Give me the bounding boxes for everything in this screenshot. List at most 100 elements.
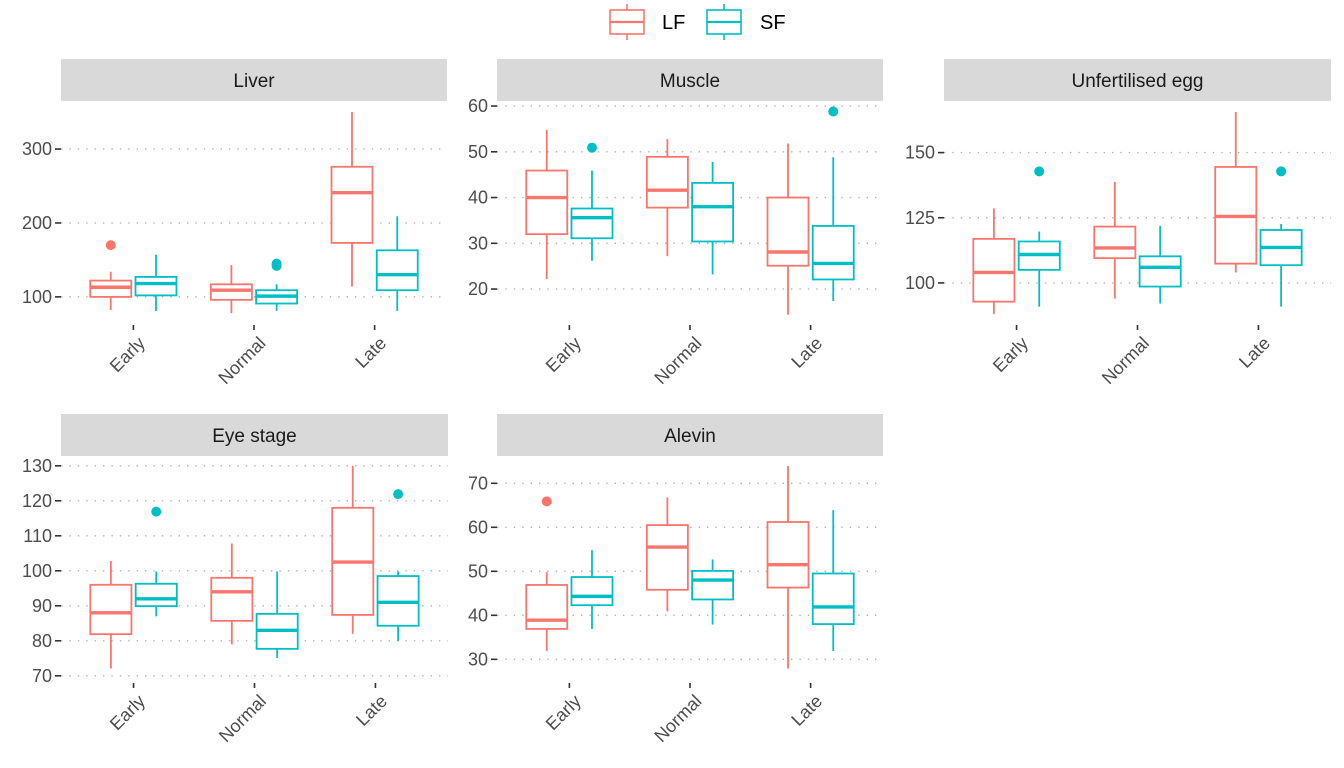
legend: LF SF [609,4,786,40]
box-sf-early [134,254,178,311]
legend-label-lf: LF [662,12,685,34]
x-tick-label: Normal [650,333,705,388]
panel-muscle: Muscle 20 30 40 50 60 Early Normal Late [468,59,883,388]
y-tick-label: 80 [32,631,52,651]
box-iqr [209,283,253,301]
box-iqr [525,584,569,630]
facet-strip [61,59,447,101]
box-iqr [1093,225,1137,260]
outlier-point [393,489,404,500]
box-sf-normal [691,161,735,275]
y-tick-label: 200 [22,213,52,233]
x-tick-label: Late [351,333,390,372]
y-tick-label: 30 [468,649,488,669]
box-iqr [766,196,810,267]
y-tick-label: 70 [468,473,488,493]
box-iqr [811,572,855,626]
box-iqr [134,582,178,608]
box-iqr [766,521,810,589]
facet-strip [944,59,1331,101]
box-iqr [691,569,735,601]
y-tick-label: 30 [468,233,488,253]
y-tick-label: 120 [22,491,52,511]
box-lf-normal [645,497,689,612]
facet-strip-label: Muscle [660,71,720,92]
y-tick-label: 100 [22,287,52,307]
box-iqr [570,576,614,607]
box-sf-normal [691,559,735,625]
x-tick-label: Late [1235,333,1274,372]
box-sf-early [134,506,178,617]
box-sf-early [1017,166,1061,307]
y-tick-label: 40 [468,188,488,208]
box-iqr [210,576,254,622]
x-tick-label: Normal [650,691,705,746]
facet-strip [61,414,448,456]
x-tick-label: Normal [215,691,270,746]
box-lf-late [1214,111,1258,273]
y-tick-label: 150 [905,143,935,163]
y-tick-label: 60 [468,517,488,537]
box-iqr [89,583,133,636]
box-iqr [811,225,855,281]
box-lf-early [525,496,569,651]
y-tick-label: 100 [905,273,935,293]
box-iqr [1138,255,1182,288]
outlier-point [1034,166,1045,177]
outlier-point [271,258,282,269]
panel-liver: Liver 100 200 300 Early Normal Late [22,59,447,388]
box-sf-late [811,106,855,301]
box-iqr [375,249,419,292]
facet-strip-label: Alevin [664,426,716,447]
box-lf-early [89,240,133,311]
box-lf-early [89,561,133,669]
box-sf-normal [1138,225,1182,304]
outlier-point [151,506,162,517]
x-tick-label: Early [106,333,149,376]
x-tick-label: Late [787,691,826,730]
box-iqr [645,155,689,209]
box-lf-early [972,208,1016,314]
box-sf-late [1259,166,1303,307]
box-lf-late [766,143,810,315]
y-tick-label: 50 [468,142,488,162]
y-tick-label: 100 [22,561,52,581]
y-tick-label: 20 [468,279,488,299]
x-tick-label: Normal [214,333,269,388]
y-tick-label: 300 [22,139,52,159]
facet-strip-label: Unfertilised egg [1071,71,1203,92]
y-tick-label: 90 [32,596,52,616]
box-sf-early [570,142,614,261]
box-sf-normal [255,571,299,658]
box-sf-late [376,489,420,641]
box-iqr [570,207,614,240]
box-lf-early [525,129,569,279]
legend-label-sf: SF [760,12,786,34]
box-iqr [645,524,689,591]
box-iqr [691,182,735,243]
y-tick-label: 50 [468,561,488,581]
box-lf-normal [645,138,689,257]
box-sf-late [811,510,855,651]
facet-strip-label: Eye stage [212,426,297,447]
y-tick-label: 125 [905,208,935,228]
legend-key-lf [609,4,645,40]
box-sf-late [375,216,419,311]
box-iqr [972,237,1016,303]
x-tick-label: Early [542,333,585,376]
facet-strip-label: Liver [233,71,275,92]
box-sf-early [570,550,614,629]
panel-unfertilised-egg: Unfertilised egg 100 125 150 Early Normal Late [905,59,1331,388]
panel-alevin: Alevin 30 40 50 60 70 Early Normal Late [468,414,883,746]
box-sf-normal [255,258,299,311]
x-tick-label: Early [989,333,1032,376]
outlier-point [541,496,552,507]
y-tick-label: 60 [468,96,488,116]
x-tick-label: Normal [1098,333,1153,388]
box-iqr [134,276,178,297]
box-lf-normal [209,265,253,314]
box-iqr [330,165,374,244]
outlier-point [586,142,597,153]
x-tick-label: Early [106,691,149,734]
